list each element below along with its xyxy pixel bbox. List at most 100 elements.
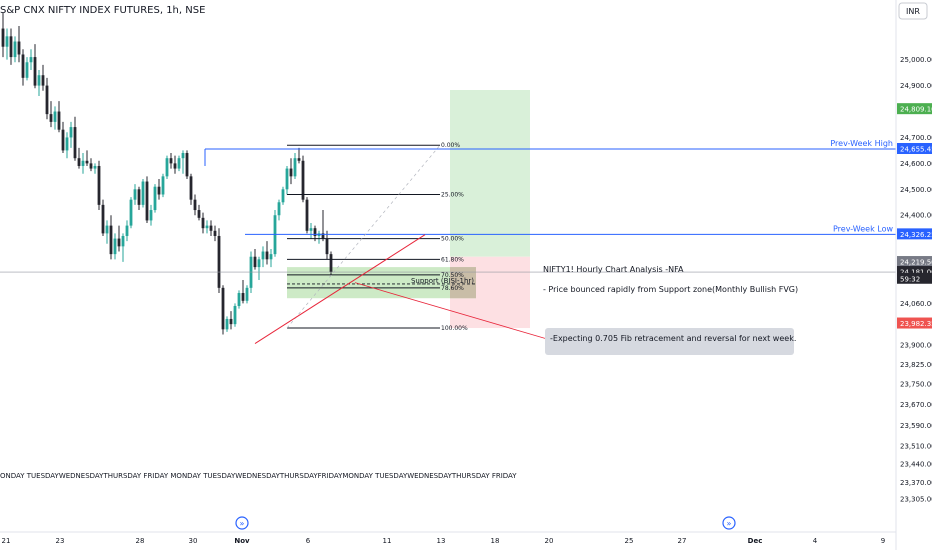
- candle-body: [201, 217, 205, 229]
- y-tick-label: 24,500.00: [900, 186, 932, 194]
- jump-back-icon[interactable]: »: [235, 516, 249, 530]
- candle-body: [49, 114, 53, 122]
- candle-body: [297, 158, 301, 161]
- jump-forward-icon[interactable]: »: [722, 516, 736, 530]
- candle-body: [137, 189, 141, 205]
- candle-body: [121, 235, 125, 247]
- x-tick-label: 18: [491, 537, 500, 545]
- candle-body: [241, 293, 245, 301]
- candle-body: [65, 137, 69, 151]
- candle-body: [81, 160, 85, 166]
- candle-body: [197, 210, 201, 218]
- y-tick-label: 23,305.00: [900, 496, 932, 504]
- candle-body: [285, 168, 289, 190]
- candle-body: [89, 163, 93, 169]
- candle-body: [177, 158, 181, 169]
- candle-body: [17, 41, 21, 55]
- x-tick-label: 27: [678, 537, 687, 545]
- candle-body: [309, 228, 313, 231]
- candles-layer: [1, 13, 333, 335]
- analysis-note: - Price bounced rapidly from Support zon…: [543, 285, 798, 294]
- candle-body: [213, 230, 217, 236]
- zones-layer: [287, 90, 530, 329]
- price-label-bg: [897, 272, 932, 284]
- fib-label: 0.00%: [441, 142, 460, 149]
- candle-body: [217, 235, 221, 288]
- candle-body: [205, 225, 209, 229]
- y-tick-label: 23,510.00: [900, 442, 932, 450]
- candle-body: [37, 75, 41, 86]
- candle-body: [245, 287, 249, 301]
- candle-body: [269, 254, 273, 260]
- candle-body: [141, 181, 145, 205]
- fib-label: 100.00%: [441, 325, 468, 332]
- analysis-title: NIFTY1! Hourly Chart Analysis -NFA: [543, 265, 684, 274]
- candle-body: [325, 238, 329, 255]
- candle-body: [161, 176, 165, 195]
- price-label: 24,181.00: [900, 269, 932, 277]
- level-label: Prev-Week Low: [833, 224, 893, 233]
- candle-body: [113, 238, 117, 255]
- y-tick-label: 23,370.00: [900, 479, 932, 487]
- y-tick-label: 24,900.00: [900, 82, 932, 90]
- x-tick-label: 21: [2, 537, 11, 545]
- candle-body: [233, 305, 237, 325]
- candle-body: [221, 287, 225, 330]
- price-label-bg: [897, 228, 932, 240]
- price-label-bg: [897, 256, 932, 268]
- y-tick-label: 23,670.00: [900, 401, 932, 409]
- callout-pointer: [354, 282, 546, 339]
- candle-body: [169, 158, 173, 164]
- y-tick-label: 23,825.00: [900, 361, 932, 369]
- x-tick-label: Dec: [748, 537, 763, 545]
- candle-body: [53, 111, 57, 122]
- candle-body: [277, 202, 281, 216]
- candle-body: [257, 259, 261, 268]
- candle-body: [209, 225, 213, 231]
- candle-body: [69, 127, 73, 138]
- y-tick-label: 23,900.00: [900, 341, 932, 349]
- y-tick-label: 24,060.00: [900, 300, 932, 308]
- candle-body: [93, 165, 97, 169]
- price-label-bg: [897, 317, 932, 329]
- candle-body: [321, 233, 325, 239]
- price-label: 59:32: [900, 275, 920, 283]
- candle-body: [225, 318, 229, 330]
- lines-layer: Prev-Week High Prev-Week Low 0.00% 25.00% 50…: [0, 139, 896, 345]
- candle-body: [157, 186, 161, 195]
- y-tick-label: 24,400.00: [900, 212, 932, 220]
- candle-body: [41, 75, 45, 86]
- support-label: Support (BISI-1hr): [411, 277, 474, 285]
- y-tick-label: 24,700.00: [900, 134, 932, 142]
- candle-body: [145, 181, 149, 221]
- candle-body: [149, 210, 153, 221]
- candle-body: [57, 111, 61, 130]
- candle-body: [133, 189, 137, 200]
- currency-button[interactable]: INR: [898, 2, 928, 20]
- candle-body: [9, 36, 13, 58]
- x-tick-label: 4: [813, 537, 818, 545]
- candle-body: [173, 163, 177, 169]
- candle-body: [289, 168, 293, 177]
- candle-body: [305, 199, 309, 231]
- candle-body: [293, 158, 297, 177]
- candle-body: [33, 57, 37, 86]
- y-axis-ticks: 25,000.00 24,900.00 24,700.00 24,600.00 24,5…: [900, 56, 932, 503]
- y-tick-label: 23,750.00: [900, 380, 932, 388]
- candle-body: [329, 254, 333, 273]
- price-label: 23,982.35: [900, 320, 932, 328]
- candle-body: [117, 238, 121, 247]
- candle-body: [25, 62, 29, 78]
- candle-body: [109, 225, 113, 255]
- price-label-bg: [897, 103, 932, 115]
- price-label: 24,326.25: [900, 231, 932, 239]
- y-tick-label: 23,590.00: [900, 422, 932, 430]
- candle-body: [229, 318, 233, 325]
- candle-body: [253, 256, 257, 268]
- candle-body: [73, 127, 77, 159]
- x-tick-label: 30: [189, 537, 198, 545]
- target-zone: [450, 90, 530, 257]
- candle-body: [181, 153, 185, 159]
- fib-label: 25.00%: [441, 191, 464, 198]
